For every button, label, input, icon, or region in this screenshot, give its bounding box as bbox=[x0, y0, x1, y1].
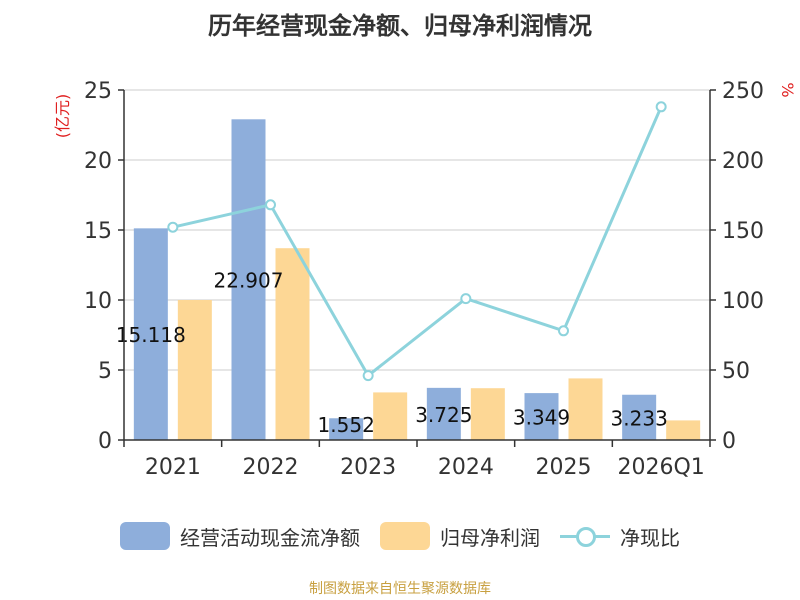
legend: 经营活动现金流净额 归母净利润 净现比 bbox=[0, 518, 800, 554]
data-label-cashflow: 22.907 bbox=[214, 269, 284, 293]
legend-item-cashflow[interactable]: 经营活动现金流净额 bbox=[120, 522, 360, 551]
category-label: 2024 bbox=[438, 455, 494, 480]
tick-label-right: 250 bbox=[722, 79, 764, 104]
tick-label-right: 150 bbox=[722, 219, 764, 244]
tick-label-left: 20 bbox=[84, 149, 112, 174]
category-label: 2021 bbox=[145, 455, 201, 480]
line-series-group bbox=[167, 101, 667, 382]
tick-label-left: 0 bbox=[98, 429, 112, 454]
category-label: 2026Q1 bbox=[618, 455, 705, 480]
legend-swatch-ratio bbox=[560, 522, 610, 550]
category-label: 2025 bbox=[536, 455, 592, 480]
bar-cashflow bbox=[622, 394, 657, 440]
grid-lines bbox=[124, 89, 710, 371]
data-labels-group: 15.118 22.907 1.552 3.725 3.349 3.233 bbox=[116, 269, 668, 437]
bar-cashflow bbox=[426, 387, 461, 440]
legend-label-ratio: 净现比 bbox=[620, 525, 680, 550]
bars-group bbox=[133, 119, 701, 440]
bar-net-profit bbox=[666, 420, 701, 440]
bar-cashflow bbox=[133, 228, 168, 440]
tick-label-right: 100 bbox=[722, 289, 764, 314]
bar-cashflow bbox=[329, 418, 364, 440]
axes-group: 0 0 5 50 10 100 15 150 20 200 25 250 2021 2022 2023 202… bbox=[53, 79, 797, 480]
data-label-cashflow: 1.552 bbox=[318, 413, 375, 437]
bar-net-profit bbox=[568, 378, 603, 440]
category-label: 2022 bbox=[243, 455, 299, 480]
legend-swatch-net-profit bbox=[380, 522, 430, 550]
data-label-cashflow: 3.233 bbox=[611, 406, 668, 430]
point-ratio bbox=[265, 199, 276, 211]
tick-label-left: 15 bbox=[84, 219, 112, 244]
tick-label-right: 0 bbox=[722, 429, 736, 454]
bar-net-profit bbox=[470, 388, 505, 440]
point-ratio bbox=[460, 293, 472, 305]
bar-cashflow bbox=[524, 393, 559, 440]
bar-net-profit bbox=[373, 392, 408, 440]
legend-swatch-cashflow bbox=[120, 522, 170, 550]
legend-item-ratio[interactable]: 净现比 bbox=[560, 522, 680, 551]
legend-label-cashflow: 经营活动现金流净额 bbox=[180, 525, 360, 550]
legend-label-net-profit: 归母净利润 bbox=[440, 525, 540, 550]
point-ratio bbox=[167, 221, 179, 233]
bar-cashflow bbox=[231, 119, 266, 440]
tick-label-left: 5 bbox=[98, 359, 112, 384]
chart-title: 历年经营现金净额、归母净利润情况 bbox=[208, 12, 592, 40]
data-label-cashflow: 3.725 bbox=[415, 403, 472, 427]
legend-item-net-profit[interactable]: 归母净利润 bbox=[380, 522, 540, 551]
tick-label-right: 200 bbox=[722, 149, 764, 174]
y-axis-left-unit: (亿元) bbox=[53, 94, 72, 139]
data-label-cashflow: 15.118 bbox=[116, 323, 186, 347]
point-ratio bbox=[558, 325, 569, 337]
point-ratio bbox=[362, 370, 374, 382]
tick-label-right: 50 bbox=[722, 359, 750, 384]
bar-net-profit bbox=[275, 248, 310, 440]
y-axis-right-unit: % bbox=[778, 82, 797, 97]
source-note: 制图数据来自恒生聚源数据库 bbox=[309, 581, 491, 597]
category-label: 2023 bbox=[340, 455, 396, 480]
tick-label-left: 10 bbox=[84, 289, 112, 314]
line-ratio bbox=[172, 106, 663, 378]
tick-label-left: 25 bbox=[84, 79, 112, 104]
bar-net-profit bbox=[177, 300, 212, 440]
point-ratio bbox=[655, 101, 667, 113]
data-label-cashflow: 3.349 bbox=[513, 406, 570, 430]
